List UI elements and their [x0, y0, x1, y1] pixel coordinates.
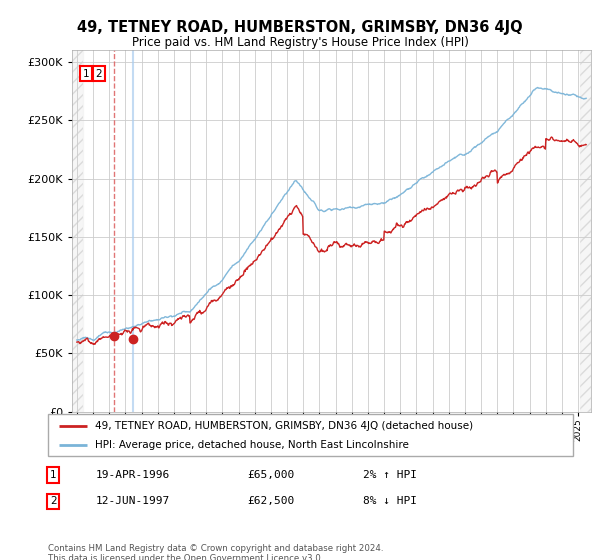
- Text: 2: 2: [50, 496, 56, 506]
- Text: £62,500: £62,500: [248, 496, 295, 506]
- Text: HPI: Average price, detached house, North East Lincolnshire: HPI: Average price, detached house, Nort…: [95, 440, 409, 450]
- Text: 19-APR-1996: 19-APR-1996: [95, 470, 170, 480]
- Text: Price paid vs. HM Land Registry's House Price Index (HPI): Price paid vs. HM Land Registry's House …: [131, 36, 469, 49]
- Text: 1: 1: [50, 470, 56, 480]
- Text: 2: 2: [95, 69, 102, 79]
- Text: This data is licensed under the Open Government Licence v3.0.: This data is licensed under the Open Gov…: [48, 554, 323, 560]
- Text: Contains HM Land Registry data © Crown copyright and database right 2024.: Contains HM Land Registry data © Crown c…: [48, 544, 383, 553]
- Text: 2% ↑ HPI: 2% ↑ HPI: [363, 470, 417, 480]
- Bar: [580, 50, 591, 412]
- Bar: [72, 50, 83, 412]
- Bar: [580, 50, 591, 412]
- Text: 49, TETNEY ROAD, HUMBERSTON, GRIMSBY, DN36 4JQ: 49, TETNEY ROAD, HUMBERSTON, GRIMSBY, DN…: [77, 20, 523, 35]
- Text: 49, TETNEY ROAD, HUMBERSTON, GRIMSBY, DN36 4JQ (detached house): 49, TETNEY ROAD, HUMBERSTON, GRIMSBY, DN…: [95, 421, 473, 431]
- Bar: [72, 50, 83, 412]
- Text: 1: 1: [82, 69, 89, 79]
- Text: 8% ↓ HPI: 8% ↓ HPI: [363, 496, 417, 506]
- Text: 12-JUN-1997: 12-JUN-1997: [95, 496, 170, 506]
- Text: £65,000: £65,000: [248, 470, 295, 480]
